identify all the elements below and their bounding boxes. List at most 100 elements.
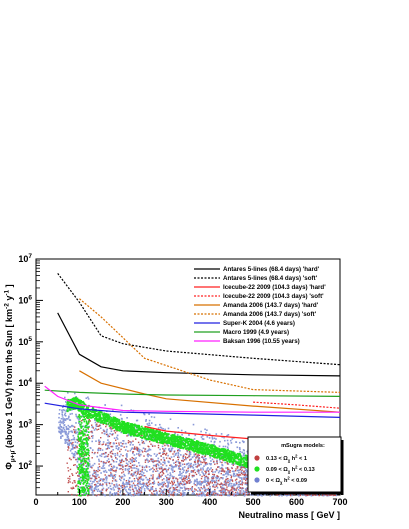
scatter-point-red <box>110 465 113 468</box>
scatter-point-red <box>230 475 233 478</box>
scatter-point-blue <box>246 481 248 484</box>
scatter-point-blue <box>93 481 95 483</box>
scatter-point-blue <box>171 469 174 471</box>
scatter-point-green <box>238 458 241 461</box>
scatter-point-blue <box>113 437 116 439</box>
scatter-point-blue <box>140 490 142 493</box>
scatter-point-red <box>105 452 107 454</box>
scatter-point-red <box>84 460 87 462</box>
scatter-point-blue <box>176 493 179 495</box>
scatter-point-red <box>225 489 227 491</box>
scatter-point-red <box>232 464 234 466</box>
scatter-point-blue <box>75 415 78 418</box>
scatter-point-red <box>70 458 72 461</box>
scatter-point-red <box>188 473 191 475</box>
scatter-point-blue <box>89 463 91 465</box>
scatter-point-blue <box>170 450 173 452</box>
scatter-point-green <box>162 442 164 445</box>
scatter-point-red <box>88 418 90 421</box>
scatter-point-red <box>158 474 161 477</box>
scatter-point-blue <box>170 456 173 458</box>
scatter-point-green <box>189 444 191 447</box>
scatter-point-blue <box>139 449 141 451</box>
scatter-point-blue <box>137 468 140 471</box>
scatter-point-blue <box>221 493 224 495</box>
scatter-point-red <box>155 464 157 466</box>
scatter-point-red <box>118 444 120 446</box>
scatter-point-red <box>148 481 150 483</box>
scatter-point-green <box>211 445 213 448</box>
scatter-point-red <box>197 454 199 456</box>
scatter-point-red <box>103 461 105 463</box>
scatter-point-blue <box>127 479 130 482</box>
scatter-point-blue <box>121 464 123 467</box>
scatter-point-red <box>136 446 138 448</box>
scatter-point-red <box>118 487 120 490</box>
scatter-point-red <box>176 480 179 482</box>
scatter-point-blue <box>191 488 193 490</box>
scatter-point-red <box>193 461 196 463</box>
scatter-point-blue <box>227 471 230 474</box>
scatter-point-red <box>141 466 144 469</box>
scatter-point-blue <box>137 472 139 475</box>
scatter-point-blue <box>201 438 204 440</box>
scatter-point-blue <box>102 464 105 467</box>
scatter-point-blue <box>197 468 199 471</box>
scatter-point-blue <box>243 478 246 480</box>
scatter-point-blue <box>202 467 204 469</box>
scatter-point-red <box>197 494 199 496</box>
scatter-point-blue <box>112 467 114 469</box>
scatter-point-blue <box>206 436 209 438</box>
scatter-point-red <box>313 494 315 496</box>
scatter-point-blue <box>240 492 242 494</box>
scatter-point-blue <box>130 435 132 438</box>
scatter-point-blue <box>97 488 100 491</box>
scatter-point-blue <box>159 483 161 486</box>
scatter-point-blue <box>211 438 214 440</box>
scatter-point-blue <box>128 465 130 468</box>
scatter-point-red <box>123 446 125 448</box>
scatter-point-blue <box>171 491 173 493</box>
scatter-point-blue <box>241 477 243 479</box>
scatter-point-blue <box>184 489 186 491</box>
scatter-point-blue <box>182 468 184 471</box>
scatter-point-blue <box>122 482 125 485</box>
scatter-point-blue <box>177 483 179 485</box>
scatter-point-blue <box>127 470 130 472</box>
scatter-point-green <box>178 446 181 448</box>
scatter-point-blue <box>245 490 247 493</box>
scatter-point-red <box>299 494 301 497</box>
scatter-point-blue <box>208 462 211 465</box>
scatter-point-blue <box>189 453 192 455</box>
scatter-point-blue <box>103 452 106 455</box>
scatter-point-blue <box>119 478 121 480</box>
scatter-point-blue <box>67 438 70 441</box>
scatter-point-blue <box>140 486 143 488</box>
scatter-point-blue <box>212 485 215 487</box>
scatter-point-red <box>120 448 122 451</box>
scatter-point-blue <box>128 477 131 479</box>
scatter-point-blue <box>206 468 209 470</box>
scatter-point-blue <box>201 435 204 437</box>
scatter-point-blue <box>113 485 116 487</box>
scatter-point-blue <box>76 416 79 419</box>
scatter-point-blue <box>200 467 202 470</box>
scatter-point-blue <box>234 488 237 490</box>
scatter-point-blue <box>210 491 212 493</box>
scatter-point-red <box>201 456 203 458</box>
scatter-point-blue <box>68 431 70 433</box>
scatter-point-blue <box>103 494 106 496</box>
scatter-point-red <box>236 467 239 469</box>
scatter-point-blue <box>146 423 149 425</box>
scatter-point-blue <box>239 467 242 469</box>
scatter-point-red <box>177 456 179 458</box>
scatter-point-red <box>334 494 336 496</box>
scatter-point-blue <box>222 489 224 492</box>
scatter-point-blue <box>168 448 170 450</box>
scatter-point-blue <box>91 477 93 480</box>
scatter-point-blue <box>108 442 110 445</box>
scatter-point-green <box>179 447 182 449</box>
scatter-point-green <box>86 409 89 412</box>
scatter-point-red <box>77 475 79 477</box>
scatter-point-blue <box>205 488 207 491</box>
